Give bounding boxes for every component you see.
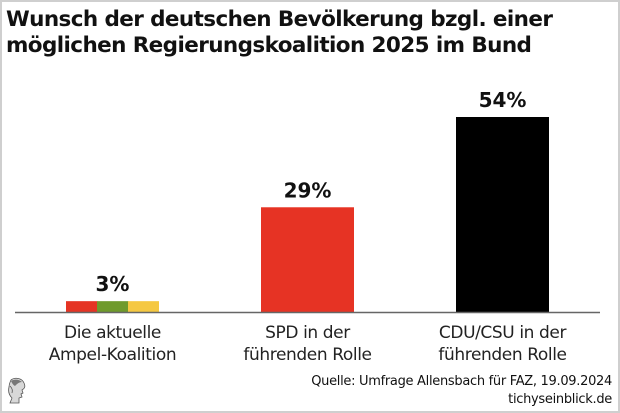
bar-segment — [97, 301, 129, 312]
source-footer: Quelle: Umfrage Allensbach für FAZ, 19.0… — [311, 373, 612, 409]
chart-title-line-1: Wunsch der deutschen Bevölkerung bzgl. e… — [6, 7, 553, 32]
category-tick-label: Ampel-Koalition — [49, 345, 176, 365]
bar — [456, 117, 549, 312]
value-label: 3% — [96, 272, 130, 296]
greek-head-logo-icon — [8, 377, 26, 404]
category-tick-label: führenden Rolle — [243, 345, 371, 365]
value-label: 54% — [479, 88, 527, 112]
bar-segment — [66, 301, 98, 312]
value-label: 29% — [284, 178, 332, 202]
category-tick-label: CDU/CSU in der — [439, 323, 567, 343]
bars-layer — [66, 117, 549, 312]
category-tick-label: SPD in der — [265, 323, 350, 343]
site-credit[interactable]: tichyseinblick.de — [508, 392, 612, 407]
category-tick-label: führenden Rolle — [438, 345, 566, 365]
bar — [261, 207, 354, 312]
source-note: Quelle: Umfrage Allensbach für FAZ, 19.0… — [311, 374, 612, 389]
category-tick-label: Die aktuelle — [64, 323, 161, 343]
chart-title-line-2: möglichen Regierungskoalition 2025 im Bu… — [6, 33, 532, 58]
chart-title: Wunsch der deutschen Bevölkerung bzgl. e… — [6, 7, 553, 59]
bar-segment — [128, 301, 159, 312]
